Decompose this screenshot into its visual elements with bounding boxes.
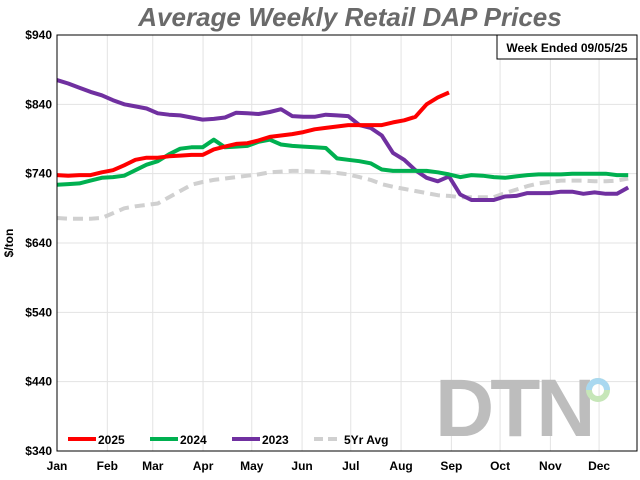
x-tick-label: Aug xyxy=(389,459,412,473)
x-tick-label: May xyxy=(240,459,264,473)
y-axis-label: $/ton xyxy=(2,229,16,258)
x-tick-label: Oct xyxy=(490,459,510,473)
legend: 2025 2024 2023 5Yr Avg xyxy=(68,433,388,447)
x-tick-label: Dec xyxy=(588,459,610,473)
logo-ring-top-icon xyxy=(586,378,610,391)
series-line-2025 xyxy=(56,90,450,178)
x-tick-label: Jan xyxy=(47,459,68,473)
x-tick-label: Sep xyxy=(440,459,462,473)
legend-label: 2024 xyxy=(180,433,207,447)
series-line-2024 xyxy=(56,137,629,187)
annotation-box xyxy=(496,34,638,60)
y-tick-label: $840 xyxy=(25,97,52,111)
series-line-5yr-avg xyxy=(56,168,629,221)
x-tick-label: Apr xyxy=(193,459,214,473)
y-tick-label: $340 xyxy=(25,444,52,458)
y-tick-label: $540 xyxy=(25,305,52,319)
chart-title: Average Weekly Retail DAP Prices xyxy=(138,2,562,32)
x-tick-label: Mar xyxy=(142,459,164,473)
x-tick-label: Jun xyxy=(291,459,312,473)
y-tick-label: $440 xyxy=(25,375,52,389)
grid xyxy=(57,34,637,452)
legend-label: 5Yr Avg xyxy=(344,433,388,447)
week-ended-box: Week Ended 09/05/25 xyxy=(496,34,638,60)
legend-label: 2023 xyxy=(262,433,289,447)
x-tick-label: Feb xyxy=(97,459,118,473)
x-tick-label: Nov xyxy=(539,459,562,473)
dtn-logo-text: DTN xyxy=(435,363,592,454)
x-tick-label: Jul xyxy=(342,459,359,473)
legend-label: 2025 xyxy=(98,433,125,447)
plot-border xyxy=(56,34,638,452)
dtn-logo: DTN xyxy=(435,363,610,454)
series-line-2023 xyxy=(56,78,630,202)
y-tick-label: $640 xyxy=(25,236,52,250)
y-tick-label: $940 xyxy=(25,28,52,42)
y-tick-label: $740 xyxy=(25,167,52,181)
annotation-text: Week Ended 09/05/25 xyxy=(506,41,628,55)
